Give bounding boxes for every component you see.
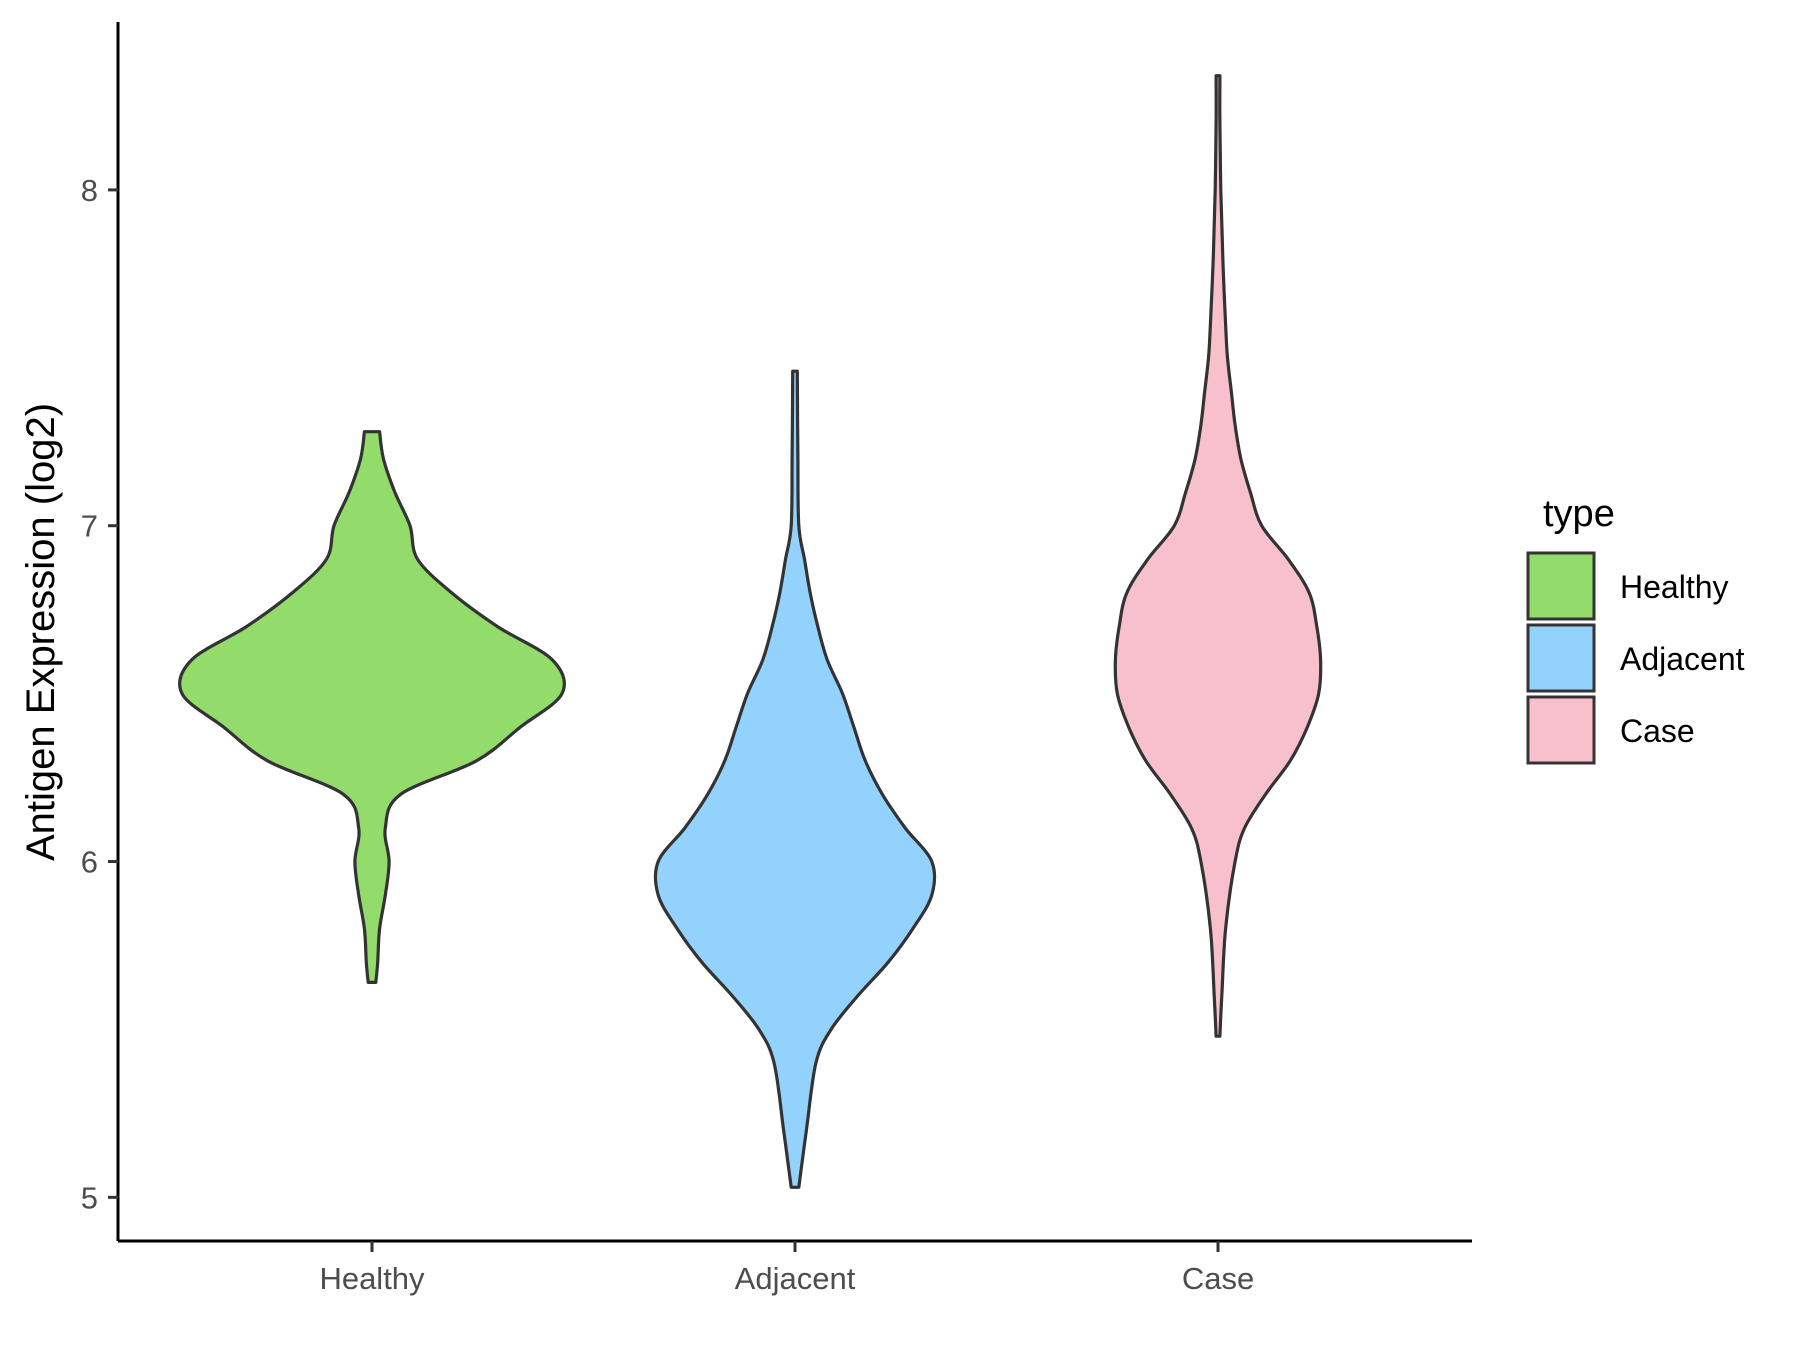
legend-swatch-healthy <box>1526 551 1596 621</box>
legend-label-case: Case <box>1620 713 1695 749</box>
legend-swatch-case <box>1526 695 1596 765</box>
x-tick-label: Adjacent <box>735 1261 856 1296</box>
violins-layer <box>178 74 1323 1189</box>
y-axis-title: Antigen Expression (log2) <box>19 403 63 861</box>
violin-case <box>1113 74 1323 1038</box>
legend-title: type <box>1543 493 1615 535</box>
legend: type Healthy Adjacent Case <box>1526 493 1745 765</box>
legend-entries: Healthy Adjacent Case <box>1526 551 1745 765</box>
legend-swatch-adjacent <box>1526 623 1596 693</box>
legend-label-healthy: Healthy <box>1620 569 1729 605</box>
violin-healthy <box>178 430 566 984</box>
x-axis-ticks: Healthy Adjacent Case <box>319 1241 1254 1296</box>
legend-label-adjacent: Adjacent <box>1620 641 1745 677</box>
violin-adjacent <box>653 369 937 1189</box>
y-tick-label: 6 <box>81 845 98 880</box>
y-tick-label: 7 <box>81 509 98 544</box>
y-axis-ticks: 5 6 7 8 <box>81 173 118 1215</box>
x-tick-label: Healthy <box>319 1261 425 1296</box>
x-tick-label: Case <box>1182 1261 1254 1296</box>
y-tick-label: 5 <box>81 1180 98 1215</box>
y-tick-label: 8 <box>81 173 98 208</box>
